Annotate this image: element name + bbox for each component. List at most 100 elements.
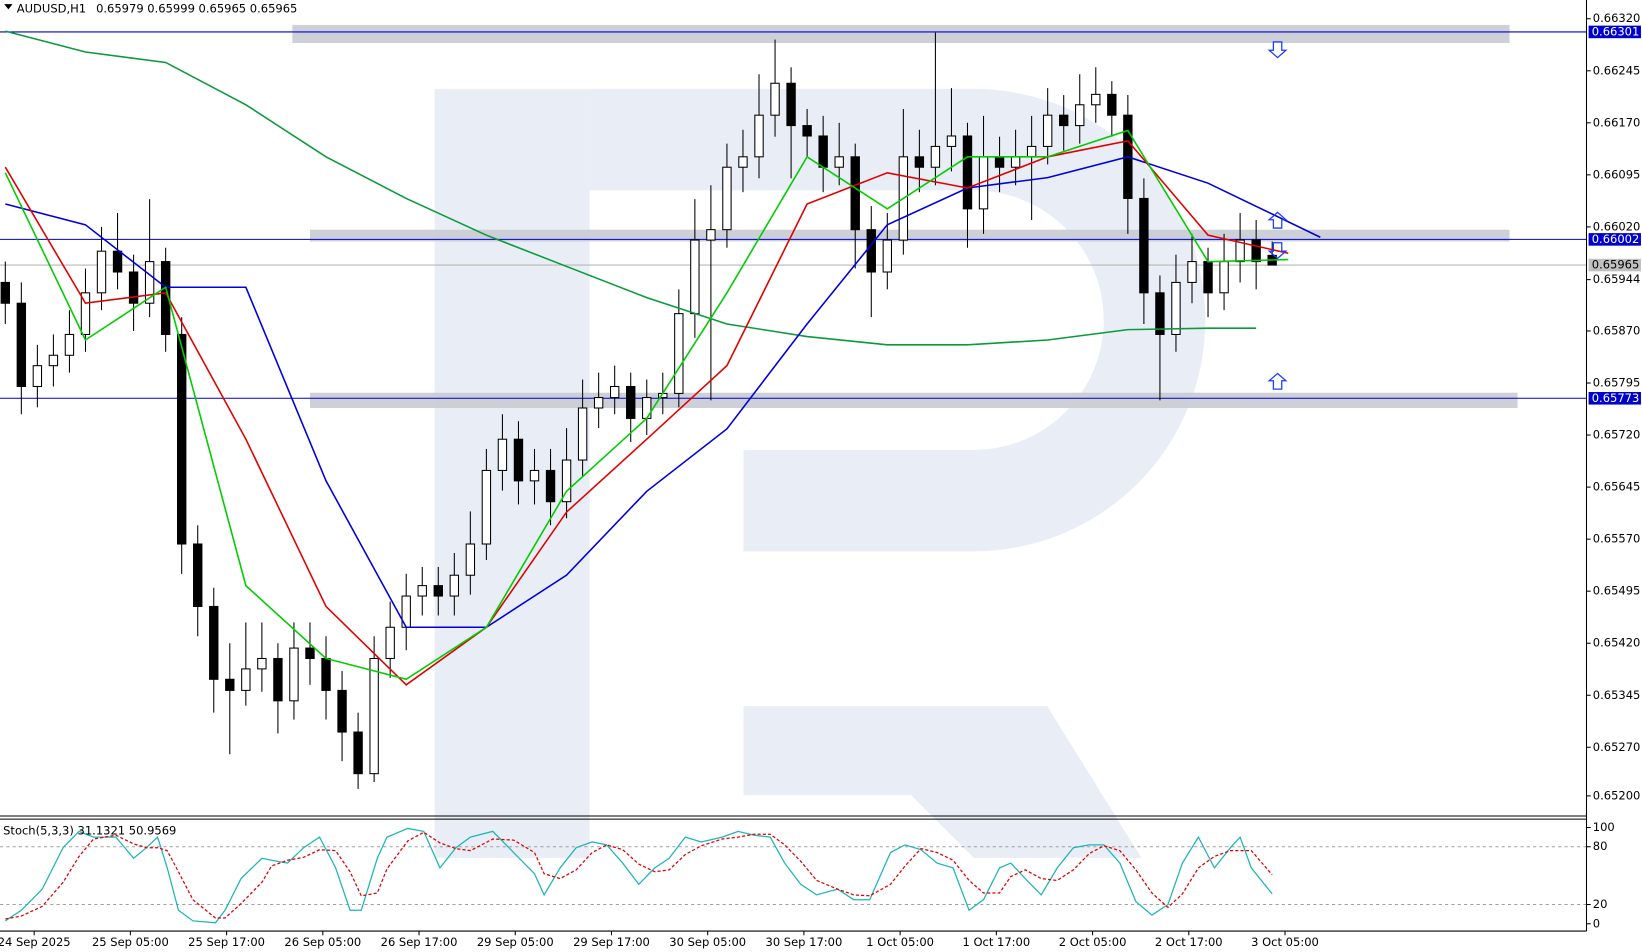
candle-body	[561, 459, 572, 503]
x-tick-label: 30 Sep 17:00	[766, 935, 843, 949]
x-tick-label: 29 Sep 17:00	[573, 935, 650, 949]
candle-body	[802, 125, 812, 137]
candle-body	[513, 438, 524, 482]
y-tick-label: 0.65345	[1593, 688, 1641, 702]
x-tick-label: 2 Oct 17:00	[1155, 935, 1223, 949]
stoch-signal-value: 50.9569	[129, 823, 177, 837]
candle-body	[1026, 145, 1037, 158]
zone	[309, 229, 1510, 242]
x-tick-label: 3 Oct 05:00	[1251, 935, 1319, 949]
candle-body	[642, 397, 652, 419]
stoch-main-value: 31.1321	[78, 823, 126, 837]
candle-body	[128, 271, 139, 304]
y-tick-label: 0.66095	[1593, 167, 1641, 181]
candle-body	[160, 261, 171, 335]
moving-average	[4, 139, 1289, 686]
y-tick-label: 0.65200	[1593, 788, 1641, 802]
menu-triangle	[4, 4, 13, 10]
candle-body	[882, 239, 892, 273]
y-tick-label: 0.65645	[1593, 480, 1641, 494]
y-tick-label: 0.66170	[1593, 115, 1641, 129]
candle-body	[257, 657, 267, 670]
stoch-tick-label: 0	[1593, 916, 1600, 930]
x-tick-label: 30 Sep 05:00	[669, 935, 746, 949]
candle-body	[48, 354, 59, 367]
signal-arrows	[1267, 41, 1288, 390]
candle-body	[754, 114, 764, 158]
x-tick-label: 29 Sep 05:00	[477, 935, 554, 949]
candle-body	[305, 647, 315, 660]
candle-body	[1042, 114, 1053, 147]
x-tick-label: 25 Sep 05:00	[92, 935, 169, 949]
moving-average	[5, 156, 1321, 629]
y-tick-label: 0.66020	[1593, 219, 1641, 233]
candle-body	[481, 469, 492, 545]
candle-body	[1251, 239, 1261, 263]
candle-body	[770, 82, 780, 116]
level-label: 0.66002	[1592, 232, 1640, 246]
candle-body	[529, 469, 540, 482]
candle-body	[64, 333, 75, 356]
y-tick-label: 0.65795	[1593, 376, 1641, 390]
candle-body	[465, 543, 476, 576]
candle-body	[834, 156, 844, 168]
candle-body	[144, 261, 155, 304]
close: 0.65965	[250, 1, 298, 15]
stoch-tick-label: 100	[1593, 820, 1615, 834]
y-tick-label: 0.65944	[1593, 272, 1641, 286]
y-tick-label: 0.66245	[1593, 63, 1641, 77]
candle-body	[241, 668, 251, 691]
stoch-title: Stoch(5,3,3)	[3, 823, 74, 837]
stoch-signal-line	[5, 831, 1273, 920]
x-tick-label: 2 Oct 05:00	[1059, 935, 1127, 949]
y-tick-label: 0.65495	[1593, 584, 1641, 598]
candle-body	[273, 657, 283, 702]
candle-body	[1155, 292, 1165, 335]
candle-body	[1139, 197, 1149, 294]
candle-body	[16, 302, 27, 388]
level-label: 0.66301	[1592, 24, 1640, 38]
x-tick-label: 25 Sep 17:00	[188, 935, 265, 949]
candle-body	[225, 678, 235, 691]
arrow-up	[1267, 372, 1288, 390]
x-tick-label: 24 Sep 2025	[0, 935, 71, 949]
y-tick-label: 0.65270	[1593, 740, 1641, 754]
watermark-bowl	[589, 88, 1206, 552]
candle-body	[609, 385, 620, 399]
level-label-box	[1588, 25, 1641, 39]
candle-body	[0, 281, 10, 304]
candle-body	[385, 626, 395, 660]
candle-body	[369, 657, 379, 775]
arrow-down	[1267, 242, 1288, 260]
low: 0.65965	[199, 1, 247, 15]
candle-body	[722, 166, 732, 231]
level-label-box	[1588, 233, 1641, 246]
candle-body	[112, 250, 123, 273]
current-price-label: 0.65965	[1592, 258, 1640, 272]
y-tick-label: 0.65870	[1593, 323, 1641, 337]
candle-body	[674, 313, 684, 394]
candle-body	[738, 156, 748, 168]
x-tick-label: 1 Oct 17:00	[963, 935, 1031, 949]
candle-body	[1107, 93, 1117, 116]
stoch-tick-label: 20	[1593, 897, 1608, 911]
candle-body	[1219, 261, 1229, 294]
y-tick-label: 0.65420	[1593, 636, 1641, 650]
open: 0.65979	[96, 1, 144, 15]
candle-body	[1203, 261, 1213, 294]
candle-body	[193, 543, 203, 607]
x-tick-label: 1 Oct 05:00	[866, 935, 934, 949]
candle-body	[32, 365, 43, 388]
candle-body	[1091, 93, 1101, 106]
candle-body	[417, 585, 427, 597]
x-tick-label: 26 Sep 05:00	[284, 935, 361, 949]
candle-body	[1075, 104, 1085, 127]
candle-body	[818, 135, 828, 168]
candle-body	[866, 229, 876, 273]
candle-body	[1187, 261, 1197, 283]
candle-body	[289, 647, 299, 702]
candle-body	[1059, 114, 1069, 127]
candle-body	[1235, 239, 1245, 263]
arrow-up	[1267, 211, 1288, 229]
